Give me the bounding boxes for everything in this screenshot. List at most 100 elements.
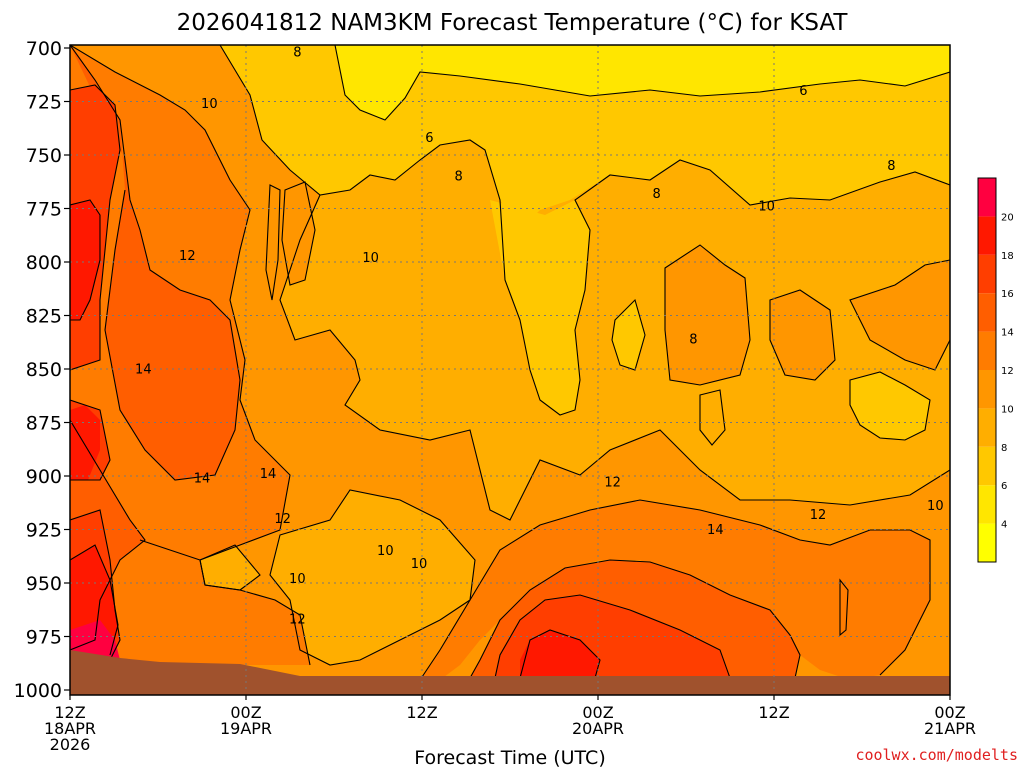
contour-label: 8 [293,46,301,61]
colorbar-label: 8 [1001,443,1007,454]
contour-line-14 [70,419,146,651]
x-tick-label: 18APR [44,719,96,738]
contour-line-12 [419,499,931,681]
contour-label: 6 [799,84,807,99]
x-tick-label: 20APR [572,719,624,738]
y-tick-label: 775 [26,199,62,221]
contour-label: 10 [201,97,218,112]
credit-text: coolwx.com/modelts [855,746,1018,764]
x-tick-label: 12Z [54,703,85,722]
contour-label: 10 [289,572,306,587]
x-axis-title: Forecast Time (UTC) [414,747,605,768]
colorbar-label: 18 [1001,251,1014,262]
terrain [70,650,950,695]
field-band-18-20 [70,405,100,480]
contour-line-16 [70,84,121,371]
contour-label: 12 [810,508,827,523]
field-band-14-16 [70,45,240,480]
colorbar-label: 16 [1001,289,1014,300]
colorbar-swatch [978,446,996,486]
colorbar-label: 4 [1001,520,1007,531]
contour-line-8 [219,45,950,416]
y-tick-label: 975 [26,627,62,649]
contour-line-10 [769,289,836,381]
field-band-10-12 [770,290,835,380]
y-tick-label: 1000 [14,680,62,702]
contour-label: 8 [455,170,463,185]
contour-line-16 [70,399,111,481]
colorbar-label: 12 [1001,366,1014,377]
colorbar-swatch [978,331,996,370]
y-tick-label: 900 [26,466,62,488]
y-tick-label: 850 [26,359,62,381]
colorbar-label: 10 [1001,404,1014,415]
contour-line-12 [839,578,849,637]
plot-area: 8 10 6 6 8 8 8 10 12 10 8 8 14 14 14 12 12 14 12 10 10 10 10 12 [70,45,969,695]
contour-label: 6 [425,131,433,146]
contour-label: 8 [887,159,895,174]
y-tick-label: 925 [26,520,62,542]
x-tick-label: 2026 [50,735,91,754]
contour-label: 8 [961,360,969,375]
y-tick-label: 800 [26,252,62,274]
contour-line-10 [279,194,950,521]
y-axis: 700 725 750 775 800 825 850 875 900 925 950 975 1000 [14,38,70,702]
contour-line-10 [269,489,476,666]
colorbar-swatch [978,485,996,524]
contour-label: 10 [411,557,428,572]
contour-line-18 [70,544,119,656]
chart-title: 2026041812 NAM3KM Forecast Temperature (… [177,10,849,36]
colorbar-swatch [978,178,996,217]
field-band-6-8 [490,200,590,415]
contour-line-8 [849,371,931,441]
field-band-8-10 [200,545,260,590]
colorbar-swatch [978,216,996,255]
contour-label: 12 [289,613,306,628]
x-tick-label: 00Z [230,703,261,722]
colorbar-swatch [978,370,996,409]
colorbar-swatch [978,293,996,332]
contour-label: 10 [362,251,379,266]
y-tick-label: 950 [26,573,62,595]
contour-label: 8 [653,187,661,202]
contour-label: 14 [260,467,277,482]
y-tick-label: 875 [26,413,62,435]
contour-line-14 [469,559,801,679]
contour-label: 10 [927,499,944,514]
contour-lines [70,45,950,681]
contour-label: 8 [689,332,697,347]
x-tick-label: 21APR [924,719,976,738]
y-tick-label: 750 [26,145,62,167]
contour-line-10 [849,259,950,371]
contour-label: 14 [135,362,152,377]
field-band-12-14 [420,500,930,680]
contour-line-18 [70,199,101,321]
contour-line-10 [664,244,751,386]
colorbar-label: 20 [1001,212,1014,223]
x-tick-label: 00Z [934,703,965,722]
colorbar-swatch [978,254,996,294]
contour-line-16 [494,594,731,679]
colorbar-label: 14 [1001,328,1014,339]
field-band-10-12 [282,182,315,285]
contour-label: 10 [758,200,775,215]
field-band-4-6 [335,45,950,120]
y-tick-label: 825 [26,306,62,328]
contour-line-8 [611,298,646,371]
x-tick-label: 19APR [220,719,272,738]
x-tick-label: 12Z [406,703,437,722]
plot-frame [69,44,951,696]
y-tick-label: 700 [26,38,62,60]
colorbar-swatch [978,523,996,562]
contour-line-18 [519,629,601,679]
contour-line-10 [699,389,726,446]
grid-lines [70,45,950,690]
contour-label: 12 [274,512,291,527]
field-band-6-8 [612,300,645,370]
field-band-18-20 [520,630,600,678]
contour-line-12 [139,539,311,666]
contour-line-10 [281,181,316,286]
contour-labels: 8 10 6 6 8 8 8 10 12 10 8 8 14 14 14 12 12 14 12 10 10 10 10 12 [135,46,969,628]
field-band-8-10 [270,490,475,665]
